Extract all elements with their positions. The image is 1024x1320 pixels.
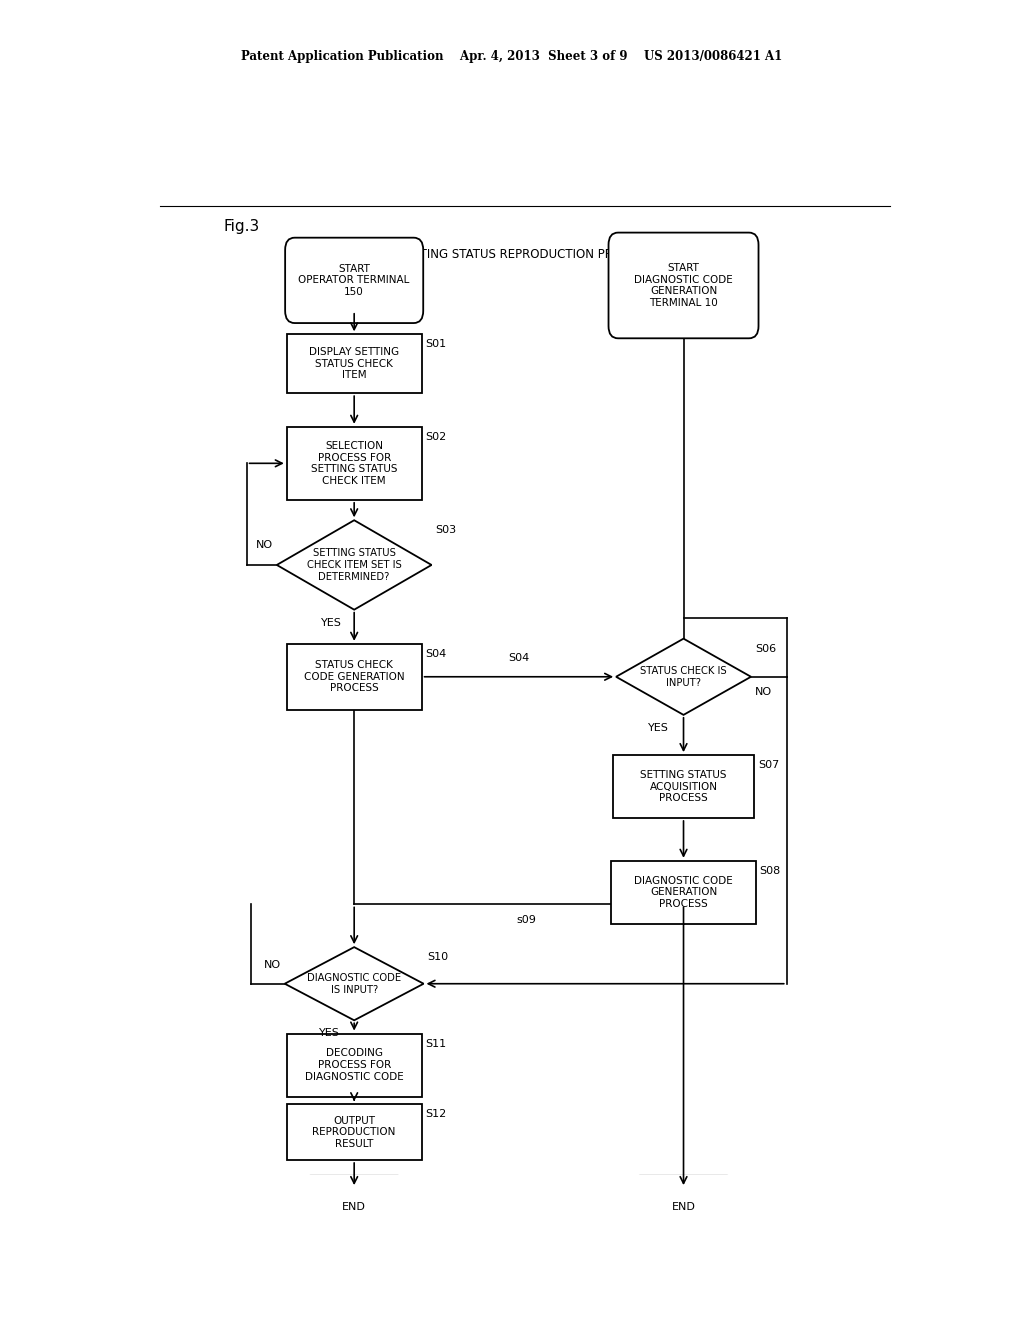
FancyBboxPatch shape (285, 238, 423, 323)
Text: S02: S02 (426, 432, 446, 442)
Bar (287, 426, 422, 500)
Text: STATUS CHECK
CODE GENERATION
PROCESS: STATUS CHECK CODE GENERATION PROCESS (304, 660, 404, 693)
Bar (613, 755, 754, 818)
FancyBboxPatch shape (631, 1176, 736, 1239)
Text: S06: S06 (755, 644, 776, 653)
Text: NO: NO (755, 686, 772, 697)
Text: S11: S11 (426, 1039, 446, 1048)
Text: <SETTING STATUS REPRODUCTION PROCESS>: <SETTING STATUS REPRODUCTION PROCESS> (388, 248, 662, 261)
Bar (611, 861, 756, 924)
Text: NO: NO (263, 961, 281, 970)
Text: START
OPERATOR TERMINAL
150: START OPERATOR TERMINAL 150 (298, 264, 410, 297)
Text: S12: S12 (426, 1109, 446, 1119)
Text: S04: S04 (508, 653, 529, 664)
Text: SELECTION
PROCESS FOR
SETTING STATUS
CHECK ITEM: SELECTION PROCESS FOR SETTING STATUS CHE… (311, 441, 397, 486)
Text: YES: YES (322, 618, 342, 628)
Text: START
DIAGNOSTIC CODE
GENERATION
TERMINAL 10: START DIAGNOSTIC CODE GENERATION TERMINA… (634, 263, 733, 308)
Text: OUTPUT
REPRODUCTION
RESULT: OUTPUT REPRODUCTION RESULT (312, 1115, 396, 1148)
Polygon shape (285, 948, 424, 1020)
Text: S07: S07 (758, 760, 779, 770)
Text: S03: S03 (435, 525, 457, 536)
Bar (287, 644, 422, 710)
Text: s09: s09 (517, 915, 537, 925)
Text: DIAGNOSTIC CODE
IS INPUT?: DIAGNOSTIC CODE IS INPUT? (307, 973, 401, 994)
Text: S04: S04 (426, 649, 446, 659)
Text: Patent Application Publication    Apr. 4, 2013  Sheet 3 of 9    US 2013/0086421 : Patent Application Publication Apr. 4, 2… (242, 50, 782, 63)
Text: SETTING STATUS
CHECK ITEM SET IS
DETERMINED?: SETTING STATUS CHECK ITEM SET IS DETERMI… (307, 548, 401, 582)
Text: S01: S01 (426, 339, 446, 350)
Text: SETTING STATUS
ACQUISITION
PROCESS: SETTING STATUS ACQUISITION PROCESS (640, 770, 727, 803)
Text: S10: S10 (428, 952, 449, 962)
Text: S08: S08 (760, 866, 781, 875)
Bar (287, 1034, 422, 1097)
Text: END: END (672, 1203, 695, 1212)
FancyBboxPatch shape (608, 232, 759, 338)
Text: DECODING
PROCESS FOR
DIAGNOSTIC CODE: DECODING PROCESS FOR DIAGNOSTIC CODE (305, 1048, 403, 1081)
Polygon shape (276, 520, 431, 610)
Bar (287, 334, 422, 393)
Bar (287, 1104, 422, 1160)
FancyBboxPatch shape (301, 1176, 408, 1239)
Text: Fig.3: Fig.3 (223, 219, 259, 235)
Text: YES: YES (648, 723, 670, 733)
Text: END: END (342, 1203, 367, 1212)
Text: YES: YES (319, 1028, 340, 1039)
Text: NO: NO (256, 540, 272, 549)
Text: DISPLAY SETTING
STATUS CHECK
ITEM: DISPLAY SETTING STATUS CHECK ITEM (309, 347, 399, 380)
Text: STATUS CHECK IS
INPUT?: STATUS CHECK IS INPUT? (640, 667, 727, 688)
Text: DIAGNOSTIC CODE
GENERATION
PROCESS: DIAGNOSTIC CODE GENERATION PROCESS (634, 875, 733, 909)
Polygon shape (616, 639, 751, 715)
